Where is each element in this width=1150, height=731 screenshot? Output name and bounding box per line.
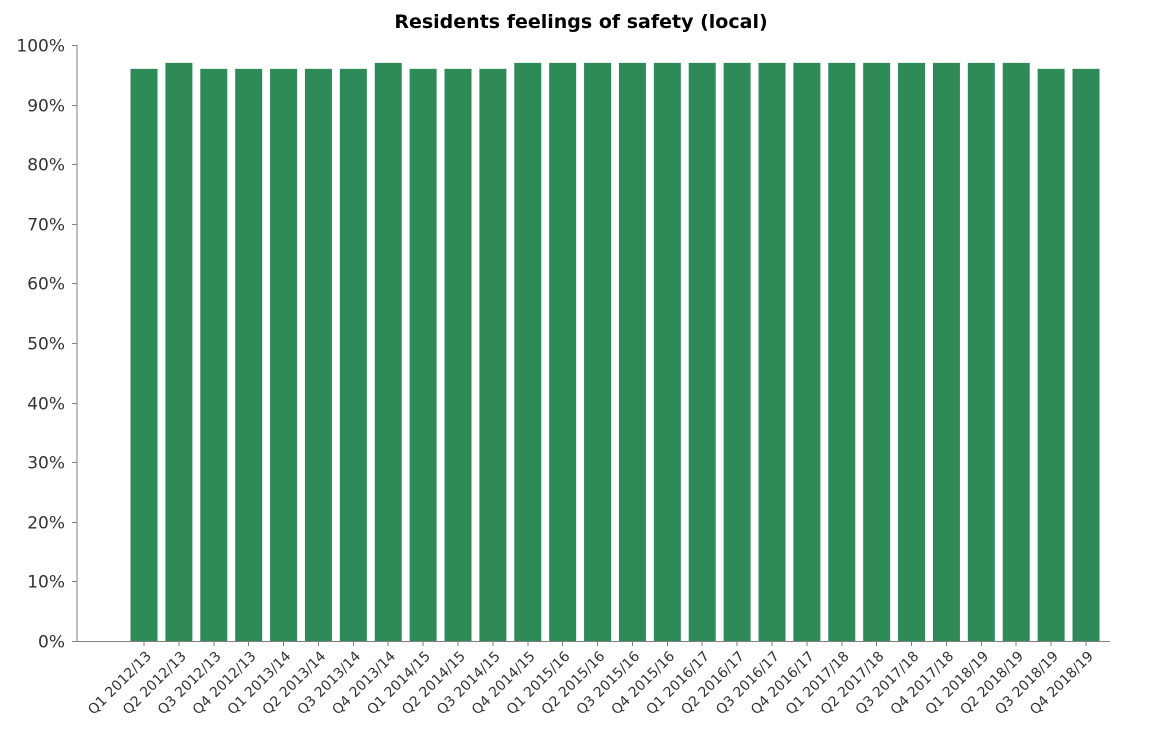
- bar: [1002, 62, 1030, 641]
- y-tick-label: 10%: [27, 573, 65, 593]
- bar: [304, 68, 332, 642]
- y-tick-label: 60%: [27, 275, 65, 295]
- y-tick-label: 20%: [27, 514, 65, 534]
- bar: [793, 62, 821, 641]
- bar: [549, 62, 577, 641]
- bar: [1037, 68, 1065, 642]
- bar: [653, 62, 681, 641]
- y-tick-label: 90%: [27, 97, 65, 117]
- bar: [828, 62, 856, 641]
- bar: [270, 68, 298, 642]
- chart-title: Residents feelings of safety (local): [394, 11, 767, 33]
- y-axis: 0% 10% 20% 30% 40% 50% 60% 70% 80% 90% 100%: [16, 37, 78, 653]
- bar: [479, 68, 507, 642]
- y-tick-label: 80%: [27, 156, 65, 176]
- y-tick-label: 70%: [27, 216, 65, 236]
- bar: [514, 62, 542, 641]
- y-tick-label: 30%: [27, 454, 65, 474]
- bar: [932, 62, 960, 641]
- bar: [235, 68, 263, 642]
- bars-group: [130, 62, 1100, 642]
- bar: [618, 62, 646, 641]
- bar: [339, 68, 367, 642]
- bar: [1072, 68, 1100, 642]
- bar: [863, 62, 891, 641]
- bar: [688, 62, 716, 641]
- bar: [898, 62, 926, 641]
- bar: [967, 62, 995, 641]
- bar: [723, 62, 751, 641]
- bar: [584, 62, 612, 641]
- bar: [444, 68, 472, 642]
- y-tick-label: 0%: [38, 633, 65, 653]
- y-tick-label: 50%: [27, 335, 65, 355]
- bar: [200, 68, 228, 642]
- bar: [409, 68, 437, 642]
- y-tick-label: 40%: [27, 395, 65, 415]
- bar: [758, 62, 786, 641]
- bar: [130, 68, 158, 642]
- bar: [165, 62, 193, 641]
- bar: [374, 62, 402, 641]
- y-tick-label: 100%: [16, 37, 65, 57]
